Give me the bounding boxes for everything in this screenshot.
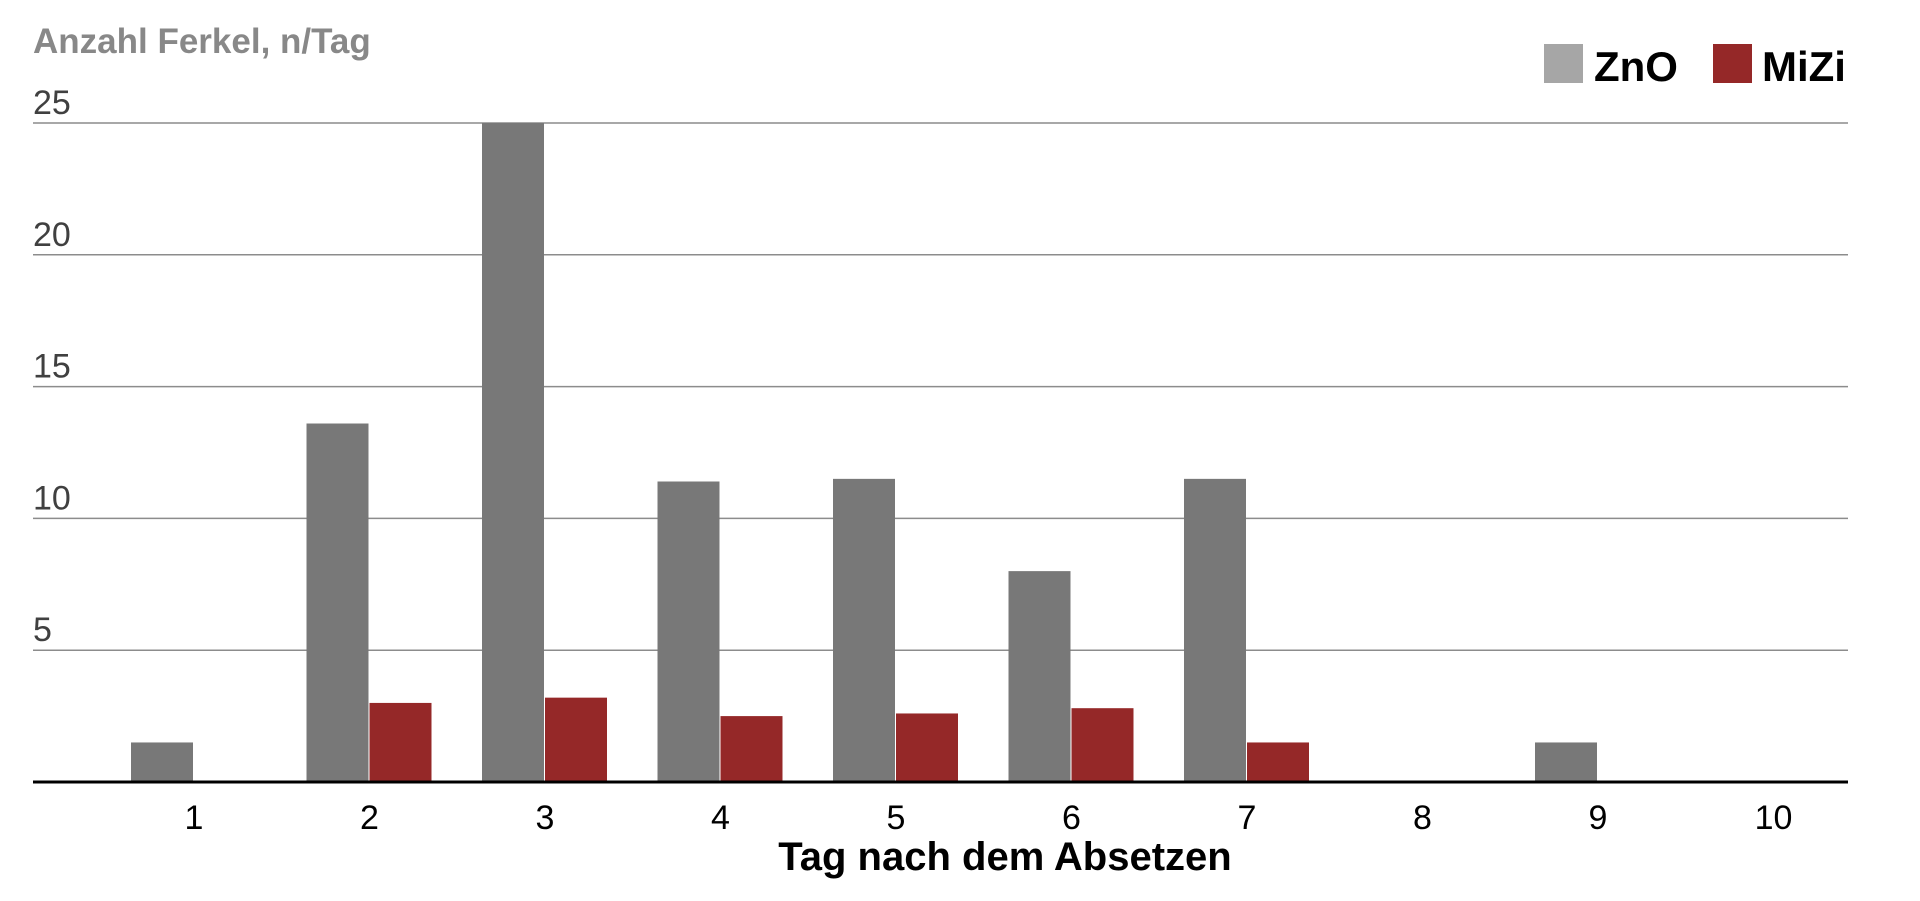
- legend: ZnO MiZi: [1544, 43, 1846, 90]
- gridlines: [33, 122, 1848, 651]
- bar-zno-6: [1008, 571, 1071, 782]
- bar-mizi-3: [545, 697, 607, 782]
- y-axis-label: Anzahl Ferkel, n/Tag: [33, 22, 371, 61]
- x-tick-label: 9: [1589, 799, 1608, 837]
- x-tick-label: 8: [1413, 799, 1432, 837]
- x-tick-label: 6: [1062, 799, 1081, 837]
- x-axis-label: Tag nach dem Absetzen: [778, 835, 1231, 879]
- legend-swatch-zno: [1544, 44, 1583, 83]
- x-tick-label: 3: [536, 799, 555, 837]
- x-tick-label: 5: [887, 799, 906, 837]
- bars: [131, 123, 1597, 782]
- y-tick-label: 5: [33, 611, 52, 649]
- legend-label-zno: ZnO: [1594, 43, 1678, 90]
- bar-zno-5: [833, 478, 895, 782]
- bar-zno-7: [1184, 478, 1246, 782]
- bar-zno-3: [482, 123, 544, 782]
- x-tick-label: 10: [1755, 799, 1793, 837]
- bar-mizi-6: [1071, 708, 1134, 782]
- y-tick-labels: 5 10 15 20 25: [33, 84, 71, 649]
- y-tick-label: 15: [33, 348, 71, 386]
- bar-zno-2: [306, 423, 369, 782]
- y-tick-label: 25: [33, 84, 71, 122]
- bar-zno-1: [131, 742, 193, 782]
- bar-zno-9: [1535, 742, 1597, 782]
- bar-mizi-2: [369, 702, 432, 782]
- y-tick-label: 10: [33, 479, 71, 517]
- legend-label-mizi: MiZi: [1762, 43, 1846, 90]
- y-tick-label: 20: [33, 216, 71, 254]
- x-tick-label: 2: [360, 799, 379, 837]
- x-tick-labels: 1 2 3 4 5 6 7 8 9 10: [185, 799, 1793, 837]
- x-tick-label: 1: [185, 799, 204, 837]
- bar-mizi-4: [720, 716, 783, 782]
- bar-mizi-5: [896, 713, 958, 782]
- legend-swatch-mizi: [1713, 44, 1752, 83]
- x-tick-label: 4: [711, 799, 730, 837]
- bar-zno-4: [657, 481, 720, 782]
- x-tick-label: 7: [1238, 799, 1257, 837]
- bar-mizi-7: [1247, 742, 1309, 782]
